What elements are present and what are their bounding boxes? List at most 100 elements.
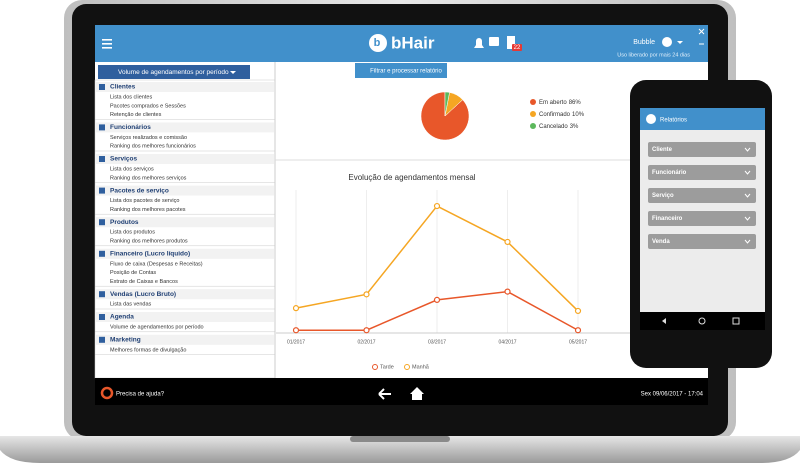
- menu-item[interactable]: Ranking dos melhores produtos: [110, 238, 188, 244]
- menu-item[interactable]: Lista dos serviços: [110, 166, 154, 172]
- point: [574, 307, 582, 315]
- menu-section[interactable]: Serviços: [110, 156, 137, 163]
- menu-icon[interactable]: [102, 39, 112, 49]
- legend-value: 3%: [570, 124, 579, 130]
- phone-menu-label[interactable]: Financeiro: [652, 216, 683, 222]
- menu-item[interactable]: Melhores formas de divulgação: [110, 347, 186, 353]
- legend-label: Em aberto 86%: [539, 100, 581, 106]
- menu-item[interactable]: Pacotes comprados e Sessões: [110, 103, 186, 109]
- phone-menu-label[interactable]: Serviço: [652, 193, 674, 199]
- phone-menu-label[interactable]: Venda: [652, 239, 670, 245]
- phone-menu-item[interactable]: [648, 211, 756, 226]
- dropdown-arrow[interactable]: [677, 41, 683, 44]
- menu-section[interactable]: Pacotes de serviço: [110, 187, 169, 194]
- point: [574, 327, 582, 334]
- menu-item[interactable]: Lista das vendas: [110, 302, 152, 308]
- datetime: Sex 09/06/2017 - 17:04: [641, 392, 704, 398]
- filter-button[interactable]: [355, 63, 447, 78]
- legend-swatch: [530, 111, 536, 117]
- menu-section[interactable]: Produtos: [110, 219, 139, 226]
- menu-item[interactable]: Lista dos clientes: [110, 94, 152, 100]
- x-tick-label: 05/2017: [569, 339, 587, 345]
- legend-name: Confirmado: [539, 112, 571, 118]
- x-tick-label: 01/2017: [287, 339, 305, 345]
- phone-menu-arrow[interactable]: [744, 216, 751, 221]
- point: [292, 327, 300, 334]
- phone-recent[interactable]: [732, 317, 740, 325]
- bell-icon[interactable]: [474, 38, 484, 48]
- menu-section-bg: [96, 312, 274, 322]
- menu-icon: [99, 336, 105, 343]
- menu-section[interactable]: Funcionários: [110, 124, 151, 131]
- phone-menu-label[interactable]: Funcionário: [652, 170, 687, 176]
- x-tick-label: 02/2017: [357, 339, 375, 345]
- menu-section[interactable]: Clientes: [110, 84, 136, 91]
- phone-menu-item[interactable]: [648, 142, 756, 157]
- menu-item[interactable]: Lista dos produtos: [110, 230, 155, 236]
- menu-section-bg: [96, 248, 274, 259]
- laptop-base: [0, 436, 800, 463]
- filter-button-label[interactable]: Filtrar e processar relatório: [370, 69, 442, 75]
- back-button[interactable]: [378, 388, 391, 400]
- help-link[interactable]: Precisa de ajuda?: [116, 392, 165, 398]
- phone-home[interactable]: [698, 317, 706, 325]
- home-button[interactable]: [410, 387, 424, 400]
- legend-label: Cancelado 3%: [539, 124, 579, 130]
- avatar[interactable]: [662, 37, 672, 47]
- legend-value: 86%: [569, 100, 582, 106]
- phone-menu-item[interactable]: [648, 188, 756, 203]
- task-icon[interactable]: [507, 36, 515, 49]
- chat-icon[interactable]: [489, 37, 499, 46]
- report-selector[interactable]: [98, 65, 250, 79]
- menu-section-bg: [96, 82, 274, 92]
- phone-menu-arrow[interactable]: [744, 239, 751, 244]
- point: [363, 327, 370, 334]
- legend-label: Manhã: [412, 364, 430, 370]
- x-tick-label: 04/2017: [498, 339, 516, 345]
- point: [504, 238, 511, 246]
- menu-item[interactable]: Volume de agendamentos por período: [110, 324, 204, 330]
- selector-arrow[interactable]: [230, 71, 236, 74]
- menu-section-bg: [96, 289, 274, 300]
- menu-section[interactable]: Agenda: [110, 314, 134, 321]
- menu-icon: [99, 291, 105, 298]
- phone-menu-item[interactable]: [648, 165, 756, 180]
- menu-item[interactable]: Lista dos pacotes de serviço: [110, 198, 179, 204]
- menu-section[interactable]: Vendas (Lucro Bruto): [110, 291, 176, 298]
- phone-menu-arrow[interactable]: [744, 147, 751, 152]
- logo-mark: b: [374, 37, 381, 49]
- phone-back[interactable]: [662, 318, 666, 324]
- window-controls[interactable]: [698, 28, 705, 45]
- menu-item[interactable]: Retenção de clientes: [110, 112, 162, 118]
- point: [363, 291, 370, 298]
- menu-section-bg: [96, 217, 274, 228]
- menu-item[interactable]: Ranking dos melhores pacotes: [110, 207, 186, 213]
- menu-item[interactable]: Ranking dos melhores funcionários: [110, 144, 196, 150]
- menu-item[interactable]: Posição de Contas: [110, 270, 156, 276]
- menu-item[interactable]: Extrato de Caixas e Bancos: [110, 279, 178, 285]
- menu-section[interactable]: Financeiro (Lucro líquido): [110, 251, 190, 258]
- phone-menu-item[interactable]: [648, 234, 756, 249]
- help-icon[interactable]: [100, 386, 114, 400]
- report-selector-label[interactable]: Volume de agendamentos por período: [118, 69, 229, 76]
- menu-section-bg: [96, 334, 274, 345]
- logo-icon: [369, 34, 387, 52]
- phone-menu: Cliente Funcionário Serviço Financeiro Venda: [648, 142, 756, 249]
- menu-item[interactable]: Ranking dos melhores serviços: [110, 175, 187, 181]
- user-name[interactable]: Bubble: [633, 39, 655, 46]
- pie-chart: Em aberto 86% Confirmado 10% Cancelado 3%: [420, 91, 585, 141]
- legend-swatch: [372, 364, 378, 370]
- menu-section-bg: [96, 122, 274, 133]
- menu-section[interactable]: Marketing: [110, 337, 141, 344]
- phone-menu-arrow[interactable]: [744, 170, 751, 175]
- menu-icon: [99, 124, 105, 131]
- menu-icon: [99, 250, 105, 257]
- menu-item[interactable]: Serviços realizados e comissão: [110, 135, 187, 141]
- phone-menu-arrow[interactable]: [744, 193, 751, 198]
- menu-icon: [99, 219, 105, 226]
- menu-item[interactable]: Fluxo de caixa (Despesas e Receitas): [110, 261, 203, 267]
- phone-menu-label[interactable]: Cliente: [652, 147, 673, 153]
- subscription: Uso liberado por mais 24 dias: [617, 52, 690, 58]
